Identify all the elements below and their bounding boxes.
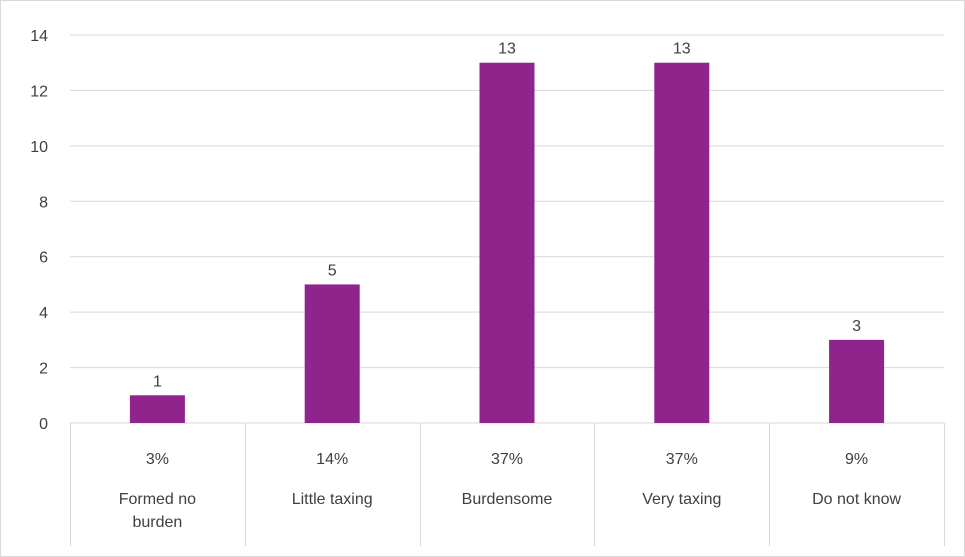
y-tick-label: 10 [30, 139, 48, 156]
category-label: Little taxing [292, 491, 373, 508]
data-label: 13 [498, 41, 516, 58]
percent-label: 37% [666, 451, 698, 468]
y-tick-label: 6 [39, 250, 48, 267]
bar [129, 395, 185, 423]
y-tick-label: 8 [39, 194, 48, 211]
y-tick-label: 2 [39, 361, 48, 378]
category-label: burden [132, 514, 182, 531]
data-label: 1 [153, 373, 162, 390]
percent-label: 37% [491, 451, 523, 468]
data-label: 5 [328, 262, 337, 279]
percent-label: 3% [146, 451, 169, 468]
category-label: Burdensome [462, 491, 553, 508]
category-label: Do not know [812, 491, 901, 508]
bar [479, 62, 535, 423]
y-tick-label: 12 [30, 83, 48, 100]
data-label: 13 [673, 41, 691, 58]
bar [654, 62, 710, 423]
bar [304, 284, 360, 423]
y-tick-label: 4 [39, 305, 48, 322]
data-label: 3 [852, 318, 861, 335]
category-label: Very taxing [642, 491, 721, 508]
y-tick-label: 14 [30, 28, 48, 45]
y-tick-label: 0 [39, 416, 48, 433]
percent-label: 9% [845, 451, 868, 468]
percent-label: 14% [316, 451, 348, 468]
category-label: Formed no [119, 491, 196, 508]
bar [829, 339, 885, 423]
